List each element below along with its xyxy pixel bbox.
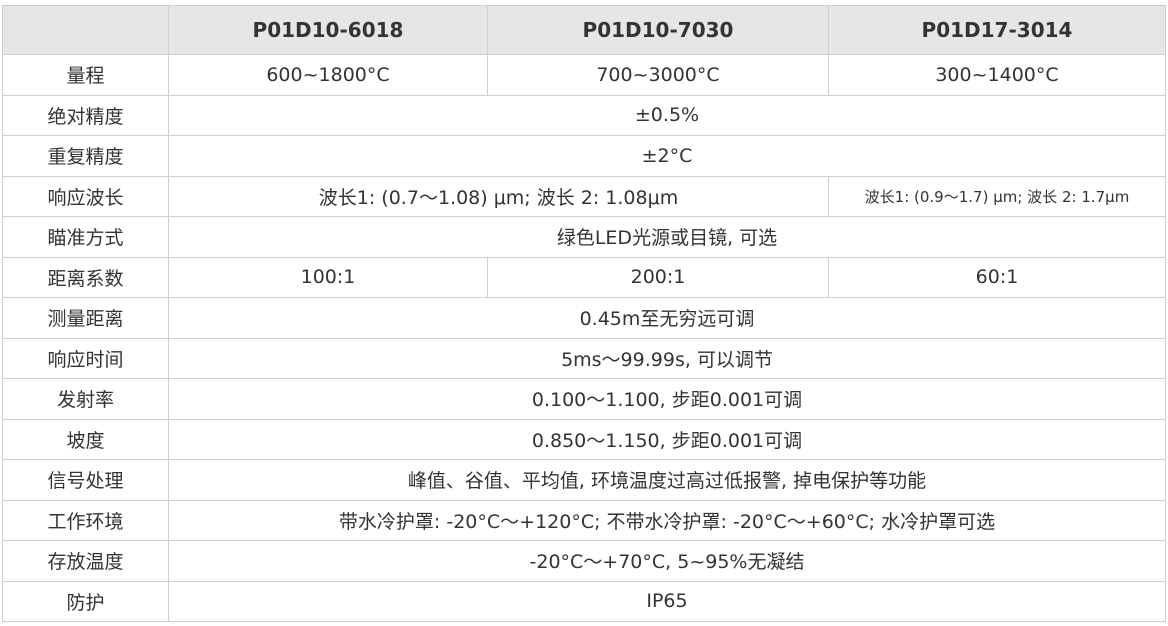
row-label: 存放温度 <box>2 540 169 582</box>
row-label: 测量距离 <box>2 297 169 339</box>
cell: 600~1800°C <box>168 54 488 96</box>
table-row: 防护 IP65 <box>2 580 1166 622</box>
row-label: 重复精度 <box>2 135 169 177</box>
table-row: 发射率 0.100～1.100, 步距0.001可调 <box>2 378 1166 420</box>
cell: 60:1 <box>828 256 1166 298</box>
table-row: 瞄准方式 绿色LED光源或目镜, 可选 <box>2 216 1166 258</box>
header-corner <box>2 5 169 55</box>
table-row: 测量距离 0.45m至无穷远可调 <box>2 297 1166 339</box>
cell: 0.850～1.150, 步距0.001可调 <box>168 418 1166 460</box>
header-model: P01D10-7030 <box>487 5 829 55</box>
cell: 绿色LED光源或目镜, 可选 <box>168 216 1166 258</box>
cell: 0.100～1.100, 步距0.001可调 <box>168 378 1166 420</box>
table-row: 距离系数 100:1 200:1 60:1 <box>2 256 1166 298</box>
table-row: 响应波长 波长1: (0.7～1.08) μm; 波长 2: 1.08μm 波长… <box>2 175 1166 217</box>
header-model: P01D10-6018 <box>168 5 488 55</box>
cell: 峰值、谷值、平均值, 环境温度过高过低报警, 掉电保护等功能 <box>168 459 1166 501</box>
spec-table: P01D10-6018 P01D10-7030 P01D17-3014 量程 6… <box>2 5 1166 622</box>
header-model: P01D17-3014 <box>828 5 1166 55</box>
cell: -20°C～+70°C, 5~95%无凝结 <box>168 540 1166 582</box>
cell: 100:1 <box>168 256 488 298</box>
cell: 300~1400°C <box>828 54 1166 96</box>
cell: IP65 <box>168 580 1166 622</box>
cell: 带水冷护罩: -20°C～+120°C; 不带水冷护罩: -20°C～+60°C… <box>168 499 1166 541</box>
row-label: 坡度 <box>2 418 169 460</box>
row-label: 量程 <box>2 54 169 96</box>
cell: ±0.5% <box>168 94 1166 136</box>
row-label: 瞄准方式 <box>2 216 169 258</box>
table-row: 绝对精度 ±0.5% <box>2 94 1166 136</box>
table-row: 存放温度 -20°C～+70°C, 5~95%无凝结 <box>2 540 1166 582</box>
row-label: 信号处理 <box>2 459 169 501</box>
cell: 波长1: (0.9～1.7) μm; 波长 2: 1.7μm <box>828 175 1166 217</box>
header-row: P01D10-6018 P01D10-7030 P01D17-3014 <box>2 5 1166 55</box>
table-row: 响应时间 5ms～99.99s, 可以调节 <box>2 337 1166 379</box>
table-row: 信号处理 峰值、谷值、平均值, 环境温度过高过低报警, 掉电保护等功能 <box>2 459 1166 501</box>
table-row: 量程 600~1800°C 700~3000°C 300~1400°C <box>2 54 1166 96</box>
cell: ±2°C <box>168 135 1166 177</box>
row-label: 响应时间 <box>2 337 169 379</box>
row-label: 响应波长 <box>2 175 169 217</box>
cell: 700~3000°C <box>487 54 829 96</box>
table-row: 坡度 0.850～1.150, 步距0.001可调 <box>2 418 1166 460</box>
table-row: 工作环境 带水冷护罩: -20°C～+120°C; 不带水冷护罩: -20°C～… <box>2 499 1166 541</box>
row-label: 工作环境 <box>2 499 169 541</box>
row-label: 绝对精度 <box>2 94 169 136</box>
row-label: 发射率 <box>2 378 169 420</box>
row-label: 距离系数 <box>2 256 169 298</box>
cell: 0.45m至无穷远可调 <box>168 297 1166 339</box>
table-row: 重复精度 ±2°C <box>2 135 1166 177</box>
row-label: 防护 <box>2 580 169 622</box>
cell: 波长1: (0.7～1.08) μm; 波长 2: 1.08μm <box>168 175 829 217</box>
cell: 5ms～99.99s, 可以调节 <box>168 337 1166 379</box>
cell: 200:1 <box>487 256 829 298</box>
